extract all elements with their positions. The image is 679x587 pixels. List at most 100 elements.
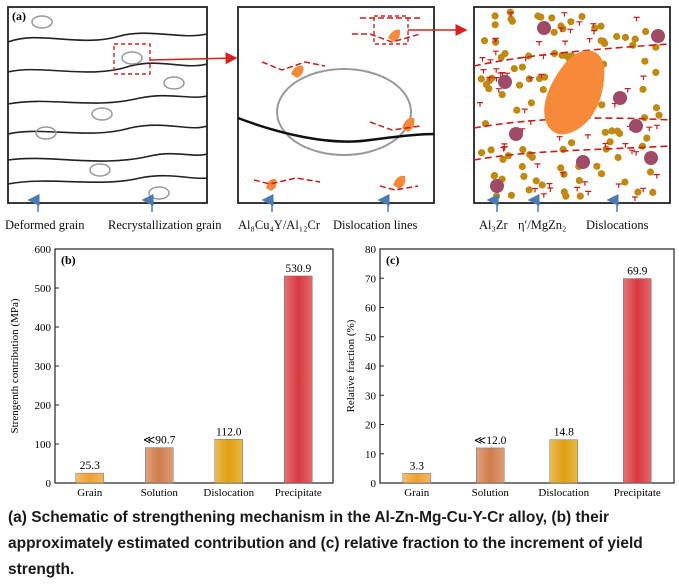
eta-precipitate-dot <box>507 191 515 199</box>
dislocation-mark <box>640 187 647 193</box>
eta-precipitate-dot <box>487 146 495 154</box>
x-tick-label: Dislocation <box>538 487 589 499</box>
dislocation-mark <box>493 77 500 82</box>
eta-precipitate-dot <box>655 111 663 119</box>
x-tick-label: Solution <box>472 487 510 499</box>
dislocation-mark <box>480 69 487 74</box>
x-tick-label: Solution <box>141 487 179 499</box>
data-label: 25.3 <box>80 460 100 472</box>
dislocation-mark <box>532 187 538 193</box>
dislocation-mark <box>527 77 534 82</box>
dislocation-mark <box>534 163 541 168</box>
y-tick-label: 60 <box>365 303 377 315</box>
dislocation-mark <box>546 183 553 188</box>
dislocation-mark <box>492 38 498 43</box>
x-tick-label: Grain <box>77 487 103 499</box>
eta-precipitate-dot <box>598 101 606 109</box>
dislocation-mark <box>581 181 588 186</box>
data-label: ≪12.0 <box>474 435 506 447</box>
y-tick-label: 400 <box>35 322 52 334</box>
eta-precipitate-dot <box>478 149 486 157</box>
y-tick-label: 0 <box>46 478 52 490</box>
recrystallization-grain <box>31 15 185 200</box>
eta-precipitate-dot <box>614 153 622 162</box>
grain-structure-box <box>7 6 238 204</box>
dislocation-mark <box>576 21 583 26</box>
dislocation-mark <box>590 23 597 28</box>
data-label: ≪90.7 <box>143 435 175 447</box>
dislocation-mark <box>558 27 565 32</box>
eta-precipitate-dot <box>641 57 649 65</box>
eta-precipitate-dot <box>518 162 526 171</box>
eta-precipitate-dot <box>601 39 609 48</box>
y-tick-label: 50 <box>365 332 377 344</box>
dislocation-mark <box>556 136 563 141</box>
eta-precipitate-dot <box>491 12 499 20</box>
dislocation-mark <box>497 72 504 77</box>
dislocation-mark <box>567 28 574 34</box>
dislocation-mark <box>538 73 545 79</box>
y-axis-label: Strengenth contribution (MPa) <box>9 298 21 433</box>
x-tick-label: Precipitate <box>614 487 661 499</box>
eta-precipitate-dot <box>490 172 498 180</box>
y-tick-label: 100 <box>35 439 52 451</box>
data-label: 14.8 <box>554 427 574 439</box>
x-tick-label: Grain <box>404 487 430 499</box>
eta-precipitate-dot <box>526 151 534 159</box>
eta-precipitate-dot <box>550 28 558 36</box>
eta-precipitate-dot <box>492 192 501 200</box>
bar-dislocation <box>549 439 578 484</box>
dislocation-mark <box>615 183 622 188</box>
dislocation-mark <box>561 12 568 17</box>
bar-solution <box>145 447 174 484</box>
dislocation-mark <box>521 108 528 114</box>
dislocation-mark <box>536 41 543 46</box>
panel-label: (b) <box>61 253 76 267</box>
dislocation-mark <box>574 186 581 192</box>
eta-precipitate-dot <box>527 99 536 107</box>
eta-precipitate-dot <box>491 21 499 29</box>
dislocation-mark <box>633 151 640 156</box>
dislocation-mark <box>602 142 609 148</box>
y-tick-label: 20 <box>365 420 377 432</box>
large-precipitate <box>544 50 605 135</box>
label-dislocations: Dislocations <box>586 218 649 232</box>
eta-precipitate-dot <box>567 18 575 26</box>
eta-precipitate-dot <box>634 188 642 196</box>
dislocation-mark <box>500 146 507 152</box>
eta-precipitate-dot <box>525 186 533 194</box>
label-deformed-grain: Deformed grain <box>5 218 85 232</box>
eta-precipitate-dot <box>601 128 609 136</box>
y-tick-label: 80 <box>365 244 377 256</box>
eta-precipitate-dot <box>629 41 637 49</box>
eta-precipitate-dot <box>557 164 565 172</box>
y-tick-label: 300 <box>35 361 52 373</box>
y-tick-label: 30 <box>365 390 377 402</box>
data-label: 3.3 <box>410 460 425 472</box>
eta-precipitate-dot <box>576 192 584 200</box>
eta-precipitate-dot <box>631 35 639 43</box>
eta-precipitate-dot <box>575 176 583 185</box>
y-tick-label: 600 <box>35 244 52 256</box>
dislocation-box <box>237 6 468 204</box>
eta-precipitate-dot <box>562 192 570 200</box>
eta-precipitate-dot <box>532 177 540 185</box>
precipitate-box <box>473 6 671 204</box>
y-tick-label: 200 <box>35 400 52 412</box>
bar-precipitate <box>284 275 313 484</box>
eta-precipitate-dot <box>613 127 622 135</box>
eta-precipitate-dot <box>499 155 507 164</box>
label-recrystallization-grain: Recrystallization grain <box>108 218 222 232</box>
dislocation-mark <box>622 143 629 148</box>
dislocation-mark <box>631 196 638 201</box>
eta-precipitate-dot <box>621 33 630 42</box>
data-label: 69.9 <box>627 266 647 278</box>
figure-caption: (a) Schematic of strengthening mechanism… <box>8 509 643 578</box>
eta-precipitate-dot <box>606 138 614 146</box>
dislocation-mark <box>477 102 483 107</box>
label-eta-mgzn2: η′/MgZn₂ <box>518 218 566 232</box>
dislocation-mark <box>507 12 514 17</box>
dislocation-mark <box>624 88 631 93</box>
eta-precipitate-dot <box>535 74 544 83</box>
eta-precipitate-dot <box>548 14 556 22</box>
